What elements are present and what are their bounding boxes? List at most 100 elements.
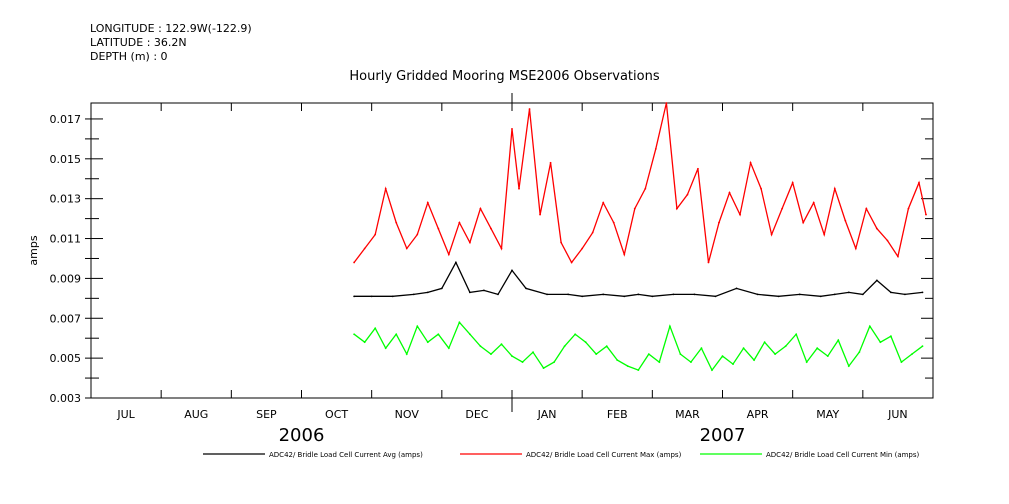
series-point-1 [437, 227, 440, 230]
series-point-2 [511, 355, 513, 358]
series-point-0 [890, 291, 892, 294]
location-header: LONGITUDE : 122.9W(-122.9) LATITUDE : 36… [90, 22, 252, 64]
series-point-1 [602, 201, 605, 204]
series-point-1 [623, 253, 626, 256]
series-point-2 [616, 359, 619, 362]
series-point-2 [374, 327, 377, 330]
series-point-2 [879, 341, 882, 344]
series-point-2 [721, 355, 724, 358]
series-point-1 [918, 181, 920, 184]
series-point-0 [581, 295, 584, 298]
series-point-1 [718, 221, 720, 224]
series-point-1 [458, 221, 461, 224]
series-point-0 [672, 293, 675, 296]
series-point-1 [490, 227, 492, 230]
x-tick-label: MAY [816, 408, 839, 421]
x-tick-label: FEB [607, 408, 628, 421]
series-point-2 [816, 347, 819, 350]
series-point-2 [595, 353, 598, 356]
series-point-2 [605, 345, 608, 348]
series-point-2 [563, 345, 566, 348]
series-point-1 [665, 102, 668, 104]
x-tick-label: SEP [256, 408, 277, 421]
latitude-label: LATITUDE : 36.2N [90, 36, 187, 49]
series-point-2 [490, 353, 492, 356]
series-point-1 [570, 261, 573, 264]
series-point-0 [412, 293, 415, 296]
series-point-0 [469, 291, 471, 294]
series-point-1 [802, 221, 805, 224]
x-tick-label: JUL [116, 408, 135, 421]
series-point-2 [458, 321, 461, 324]
series-point-2 [742, 347, 745, 350]
series-point-1 [500, 247, 503, 250]
series-point-1 [395, 221, 398, 224]
series-point-0 [819, 295, 822, 298]
series-point-1 [875, 227, 878, 230]
series-point-0 [798, 293, 801, 296]
y-tick-label: 0.013 [50, 193, 82, 206]
series-point-1 [405, 247, 408, 250]
x-tick-label: MAR [675, 408, 700, 421]
series-point-2 [447, 347, 450, 350]
series-point-1 [479, 207, 482, 210]
x-tick-label: APR [747, 408, 769, 421]
series-point-0 [735, 287, 738, 290]
series-point-2 [911, 353, 913, 356]
legend-label-2: ADC42/ Bridle Load Cell Current Min (amp… [766, 451, 920, 459]
series-point-1 [770, 233, 773, 236]
series-point-1 [581, 247, 584, 250]
series-point-2 [416, 325, 419, 328]
x-tick-label: JUN [887, 408, 908, 421]
series-point-0 [777, 295, 780, 298]
series-point-1 [426, 201, 429, 204]
series-point-2 [732, 363, 734, 366]
series-point-1 [469, 241, 471, 244]
series-point-0 [847, 291, 850, 294]
y-tick-label: 0.007 [50, 312, 82, 325]
series-point-0 [861, 293, 864, 296]
series-point-1 [760, 187, 762, 190]
series-point-1 [844, 219, 847, 222]
series-point-2 [395, 333, 398, 336]
series-point-1 [612, 221, 615, 224]
series-point-1 [897, 255, 899, 258]
plot-frame [90, 102, 934, 399]
series-point-1 [686, 193, 689, 196]
series-point-1 [654, 147, 657, 150]
series-point-2 [837, 339, 840, 342]
series-point-1 [353, 261, 356, 264]
series-point-0 [525, 287, 527, 290]
series-point-2 [426, 341, 429, 344]
series-point-2 [353, 333, 356, 336]
y-tick-label: 0.009 [50, 272, 82, 285]
series-point-2 [805, 361, 808, 364]
series-point-2 [711, 369, 713, 371]
series-point-1 [644, 187, 647, 190]
series-point-1 [511, 128, 513, 130]
series-point-1 [518, 187, 520, 190]
series-point-2 [774, 353, 777, 356]
series-point-1 [749, 161, 752, 164]
series-point-0 [875, 279, 878, 282]
series-point-1 [697, 167, 699, 170]
series-point-1 [633, 207, 636, 210]
series-point-2 [890, 335, 892, 338]
series-point-2 [574, 333, 577, 336]
y-tick-label: 0.003 [50, 392, 82, 405]
x-year-label: 2006 [279, 425, 325, 446]
y-axis-label: amps [27, 235, 40, 265]
series-point-0 [353, 295, 356, 298]
series-line-0 [354, 261, 923, 297]
series-point-2 [532, 351, 534, 354]
series-point-0 [426, 291, 429, 294]
x-year-label: 2007 [700, 425, 746, 446]
legend-label-0: ADC42/ Bridle Load Cell Current Avg (amp… [269, 451, 423, 459]
series-point-0 [567, 293, 570, 296]
series-point-2 [668, 325, 671, 328]
series-point-0 [693, 293, 696, 296]
x-tick-label: JAN [537, 408, 557, 421]
series-point-2 [679, 353, 682, 356]
series-point-1 [416, 233, 419, 236]
